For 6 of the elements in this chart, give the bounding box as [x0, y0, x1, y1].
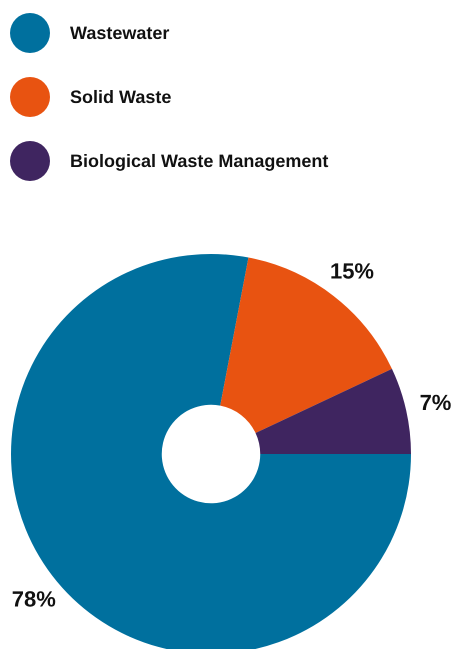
- data-label: 7%: [420, 390, 452, 415]
- legend-label: Wastewater: [70, 22, 170, 44]
- legend-label: Solid Waste: [70, 86, 172, 108]
- legend-label: Biological Waste Management: [70, 150, 328, 172]
- data-label: 15%: [330, 258, 374, 284]
- data-label: 78%: [12, 586, 56, 612]
